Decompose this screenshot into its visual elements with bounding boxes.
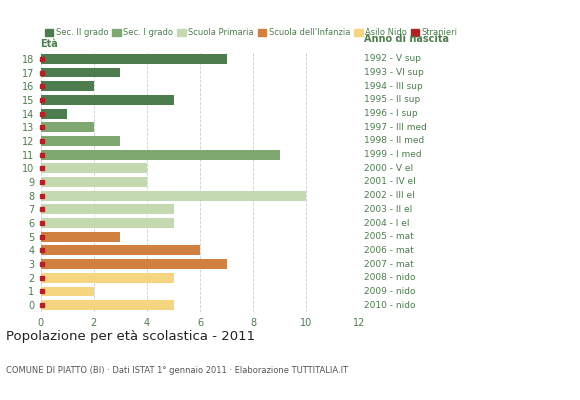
Text: 1999 - I med: 1999 - I med: [364, 150, 422, 159]
Bar: [41, 68, 121, 78]
Text: 2010 - nido: 2010 - nido: [364, 301, 415, 310]
Text: 1992 - V sup: 1992 - V sup: [364, 54, 420, 63]
Bar: [41, 136, 121, 146]
Bar: [41, 204, 173, 214]
Bar: [41, 259, 227, 269]
Bar: [41, 95, 173, 105]
Text: 1996 - I sup: 1996 - I sup: [364, 109, 418, 118]
Bar: [41, 163, 147, 173]
Bar: [41, 150, 280, 160]
Bar: [41, 81, 94, 91]
Text: 2006 - mat: 2006 - mat: [364, 246, 414, 255]
Bar: [41, 273, 173, 283]
Text: Anno di nascita: Anno di nascita: [364, 34, 449, 44]
Text: 2009 - nido: 2009 - nido: [364, 287, 415, 296]
Bar: [41, 191, 306, 201]
Bar: [41, 246, 200, 255]
Bar: [41, 300, 173, 310]
Text: Popolazione per età scolastica - 2011: Popolazione per età scolastica - 2011: [6, 330, 255, 343]
Bar: [41, 177, 147, 187]
Text: 2005 - mat: 2005 - mat: [364, 232, 414, 241]
Bar: [41, 54, 227, 64]
Bar: [41, 286, 94, 296]
Text: 2003 - II el: 2003 - II el: [364, 205, 412, 214]
Bar: [41, 109, 67, 118]
Text: Età: Età: [41, 39, 59, 49]
Text: 2004 - I el: 2004 - I el: [364, 218, 409, 228]
Text: 1998 - II med: 1998 - II med: [364, 136, 424, 146]
Bar: [41, 218, 173, 228]
Legend: Sec. II grado, Sec. I grado, Scuola Primaria, Scuola dell'Infanzia, Asilo Nido, : Sec. II grado, Sec. I grado, Scuola Prim…: [45, 28, 458, 38]
Text: 1995 - II sup: 1995 - II sup: [364, 95, 420, 104]
Text: 2008 - nido: 2008 - nido: [364, 273, 415, 282]
Bar: [41, 122, 94, 132]
Text: 1993 - VI sup: 1993 - VI sup: [364, 68, 423, 77]
Bar: [41, 232, 121, 242]
Text: 2001 - IV el: 2001 - IV el: [364, 178, 415, 186]
Text: COMUNE DI PIATTO (BI) · Dati ISTAT 1° gennaio 2011 · Elaborazione TUTTITALIA.IT: COMUNE DI PIATTO (BI) · Dati ISTAT 1° ge…: [6, 366, 348, 375]
Text: 2000 - V el: 2000 - V el: [364, 164, 413, 173]
Text: 1994 - III sup: 1994 - III sup: [364, 82, 422, 91]
Text: 2007 - mat: 2007 - mat: [364, 260, 414, 269]
Text: 1997 - III med: 1997 - III med: [364, 123, 427, 132]
Text: 2002 - III el: 2002 - III el: [364, 191, 415, 200]
